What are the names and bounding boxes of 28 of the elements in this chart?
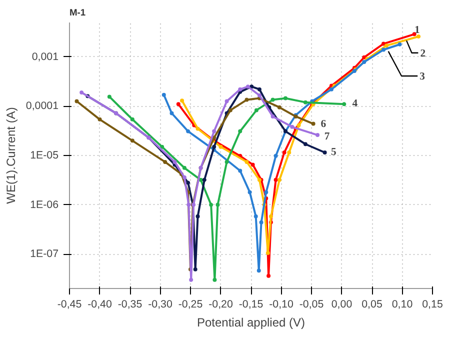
x-tick-label: -0,30 bbox=[148, 298, 172, 310]
x-tick-label: -0,10 bbox=[269, 298, 294, 310]
y-tick-label: 1E-07 bbox=[30, 248, 59, 260]
x-tick-label: 0,05 bbox=[362, 298, 382, 310]
x-tick-label: 0,10 bbox=[392, 298, 413, 310]
y-tick-label: 0,0001 bbox=[26, 100, 59, 112]
annotation: 4 bbox=[352, 98, 358, 110]
y-tick-label: 0,001 bbox=[32, 50, 59, 63]
x-tick-label: 0,00 bbox=[331, 298, 352, 310]
x-tick-label: -0,20 bbox=[208, 298, 233, 310]
annotation: 2 bbox=[420, 48, 426, 60]
x-tick-label: -0,40 bbox=[88, 298, 112, 310]
annotation: 5 bbox=[331, 147, 336, 158]
x-tick-label: -0,45 bbox=[57, 298, 82, 310]
annotation: 1 bbox=[414, 25, 420, 36]
y-axis-title: WE(1).Current (A) bbox=[4, 107, 18, 204]
y-tick-label: 1E-05 bbox=[30, 150, 59, 162]
annotation: 3 bbox=[420, 72, 425, 83]
y-tick-label: 1E-06 bbox=[30, 198, 59, 211]
chart-title: M-1 bbox=[70, 8, 86, 18]
annotation: 7 bbox=[324, 131, 330, 142]
x-axis-title: Potential applied (V) bbox=[196, 316, 306, 330]
x-tick-label: -0,25 bbox=[178, 298, 203, 310]
x-tick-label: -0,05 bbox=[299, 298, 324, 310]
x-tick-label: -0,15 bbox=[238, 298, 264, 310]
x-tick-label: 0,15 bbox=[422, 298, 443, 310]
annotation: 6 bbox=[320, 118, 327, 130]
x-tick-label: -0,35 bbox=[118, 298, 142, 310]
